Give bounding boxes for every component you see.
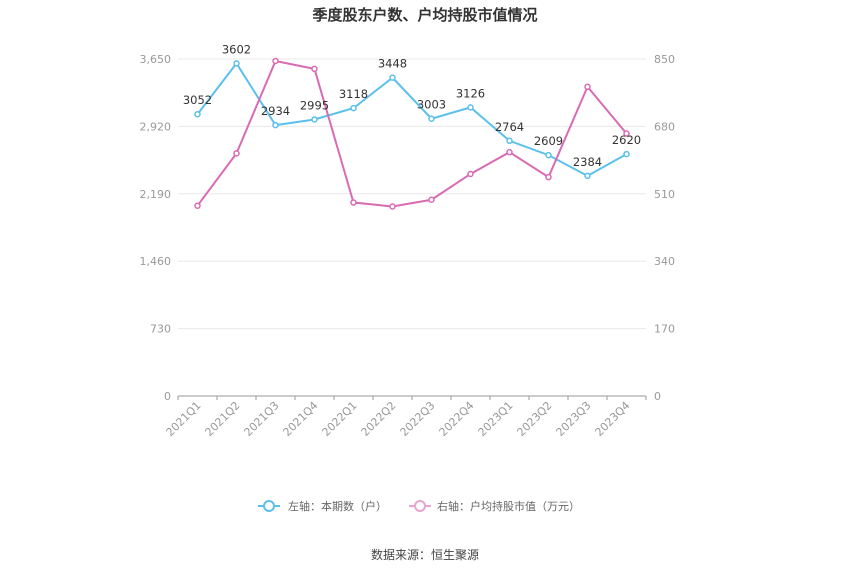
series-point-0[interactable] (350, 104, 357, 112)
x-tick-label: 2022Q4 (437, 399, 477, 439)
left-axis-tick-label: 0 (164, 390, 171, 403)
series-layer (194, 57, 630, 210)
series-line-1 (196, 59, 628, 208)
data-label: 2995 (300, 98, 329, 112)
right-axis-tick-label: 850 (654, 53, 675, 66)
left-axis-tick-label: 1,460 (140, 255, 172, 268)
data-label: 2609 (534, 134, 563, 148)
legend-marker-market-value (414, 500, 426, 512)
x-tick-label: 2021Q1 (164, 399, 204, 439)
right-axis-tick-label: 510 (654, 188, 675, 201)
x-tick-label: 2022Q2 (359, 399, 399, 439)
data-label: 3003 (417, 98, 446, 112)
left-axis-tick-label: 3,650 (140, 53, 172, 66)
right-axis-tick-label: 340 (654, 255, 675, 268)
left-axis-ticks: 0 730 1,460 2,190 2,920 3,650 (140, 53, 172, 403)
series-point-1[interactable] (350, 199, 357, 206)
series-line-0 (196, 61, 627, 178)
legend-item-households[interactable]: 左轴：本期数（户） (258, 499, 387, 513)
series-point-1[interactable] (467, 170, 474, 178)
data-label: 3052 (183, 93, 212, 107)
legend: 左轴：本期数（户） 右轴：户均持股市值（万元） (258, 499, 580, 513)
series-point-1[interactable] (428, 196, 435, 203)
data-label: 2764 (495, 120, 524, 134)
series-point-1[interactable] (194, 202, 201, 209)
data-label: 2384 (573, 155, 602, 169)
series-point-1[interactable] (623, 130, 630, 137)
x-tick-label: 2023Q3 (554, 399, 594, 439)
legend-item-market-value[interactable]: 右轴：户均持股市值（万元） (409, 499, 580, 513)
data-label: 2934 (261, 104, 290, 118)
left-axis-tick-label: 2,190 (140, 188, 172, 201)
series-point-1[interactable] (584, 83, 591, 91)
x-axis-ticks: 2021Q12021Q22021Q32021Q42022Q12022Q22022… (164, 396, 647, 439)
x-tick-label: 2021Q2 (203, 399, 243, 439)
x-tick-label: 2023Q4 (593, 399, 633, 439)
data-labels: 3052 3602 2934 2995 3118 3448 3003 3126 2764 2609… (183, 42, 641, 168)
chart-title: 季度股东户数、户均持股市值情况 (312, 6, 537, 24)
x-tick-label: 2023Q1 (476, 399, 516, 439)
series-point-0[interactable] (467, 104, 474, 111)
series-point-1[interactable] (272, 57, 279, 65)
legend-label-market-value: 右轴：户均持股市值（万元） (437, 499, 580, 513)
data-label: 3448 (378, 57, 407, 71)
data-label: 3602 (222, 42, 251, 56)
series-point-1[interactable] (389, 203, 396, 210)
series-point-0[interactable] (623, 150, 630, 158)
series-point-0[interactable] (311, 116, 318, 123)
data-label: 3126 (456, 86, 485, 100)
series-point-0[interactable] (233, 60, 240, 67)
data-source: 数据来源：恒生聚源 (371, 547, 479, 562)
series-point-1[interactable] (233, 150, 240, 157)
data-label: 2620 (612, 133, 641, 147)
x-tick-label: 2022Q1 (320, 399, 360, 439)
x-tick-label: 2021Q4 (281, 399, 321, 439)
series-point-0[interactable] (428, 115, 435, 122)
x-tick-label: 2022Q3 (398, 399, 438, 439)
right-axis-tick-label: 680 (654, 120, 675, 133)
series-point-1[interactable] (311, 65, 318, 73)
legend-label-households: 左轴：本期数（户） (288, 499, 387, 513)
series-point-0[interactable] (194, 110, 201, 118)
left-axis-tick-label: 730 (150, 323, 171, 336)
legend-marker-households (263, 500, 275, 512)
x-tick-label: 2023Q2 (515, 399, 555, 439)
series-point-0[interactable] (584, 172, 591, 180)
series-point-0[interactable] (272, 121, 279, 129)
right-axis-ticks: 0 170 340 510 680 850 (654, 53, 675, 403)
series-point-1[interactable] (506, 148, 513, 156)
series-point-0[interactable] (506, 137, 513, 145)
series-point-1[interactable] (545, 173, 552, 181)
right-axis-tick-label: 0 (654, 390, 661, 403)
left-axis-tick-label: 2,920 (140, 120, 172, 133)
series-point-0[interactable] (545, 151, 552, 159)
series-point-0[interactable] (389, 74, 396, 81)
data-label: 3118 (339, 87, 368, 101)
right-axis-tick-label: 170 (654, 323, 675, 336)
x-tick-label: 2021Q3 (242, 399, 282, 439)
grid-lines (178, 58, 646, 397)
